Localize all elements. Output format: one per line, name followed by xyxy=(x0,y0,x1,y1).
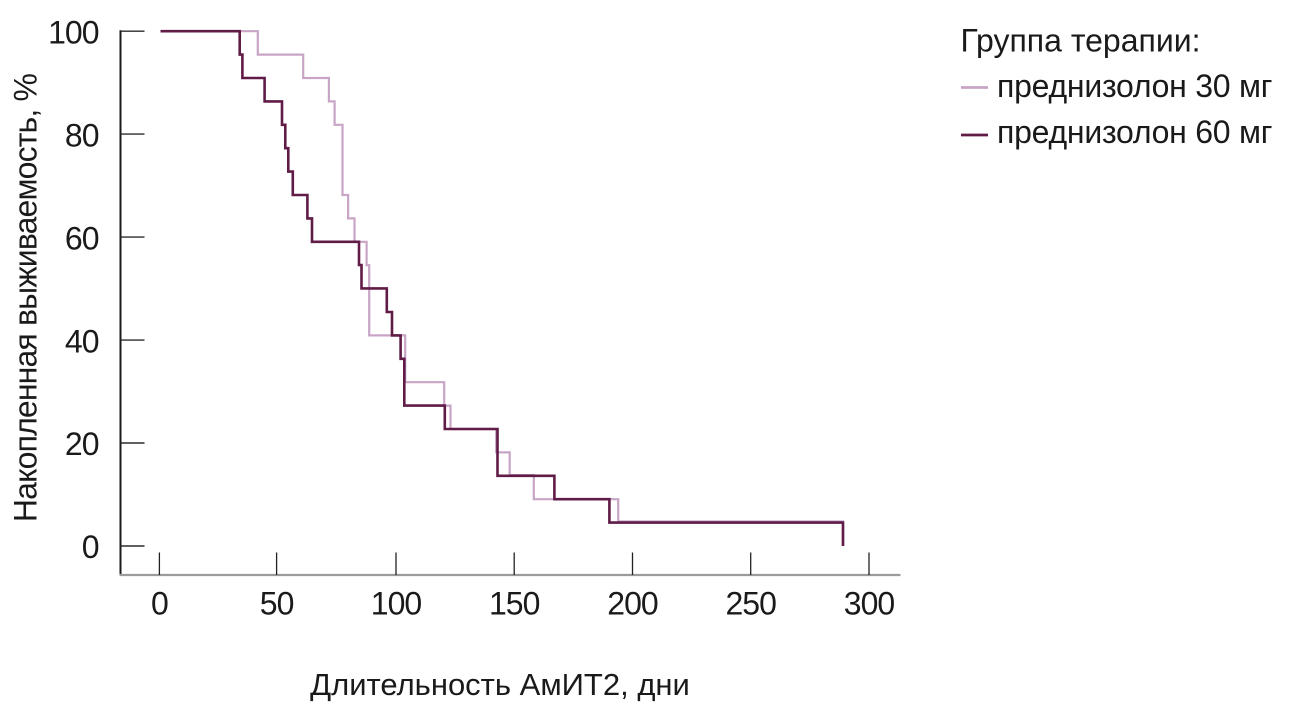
svg-text:Длительность АмИТ2, дни: Длительность АмИТ2, дни xyxy=(310,667,690,702)
svg-text:150: 150 xyxy=(489,586,540,622)
svg-text:80: 80 xyxy=(65,117,99,153)
svg-text:Накопленная выживаемость, %: Накопленная выживаемость, % xyxy=(8,74,44,523)
svg-text:Группа терапии:: Группа терапии: xyxy=(961,23,1201,59)
svg-text:50: 50 xyxy=(260,586,294,622)
svg-text:преднизолон 30 мг: преднизолон 30 мг xyxy=(997,68,1272,104)
svg-text:20: 20 xyxy=(65,426,99,462)
svg-text:0: 0 xyxy=(82,529,99,565)
svg-text:40: 40 xyxy=(65,323,99,359)
svg-text:300: 300 xyxy=(844,586,895,622)
svg-text:100: 100 xyxy=(48,14,99,50)
svg-text:преднизолон 60 мг: преднизолон 60 мг xyxy=(997,114,1272,150)
svg-text:200: 200 xyxy=(607,586,658,622)
svg-text:60: 60 xyxy=(65,220,99,256)
svg-text:0: 0 xyxy=(151,586,168,622)
svg-text:250: 250 xyxy=(726,586,777,622)
svg-text:100: 100 xyxy=(371,586,422,622)
